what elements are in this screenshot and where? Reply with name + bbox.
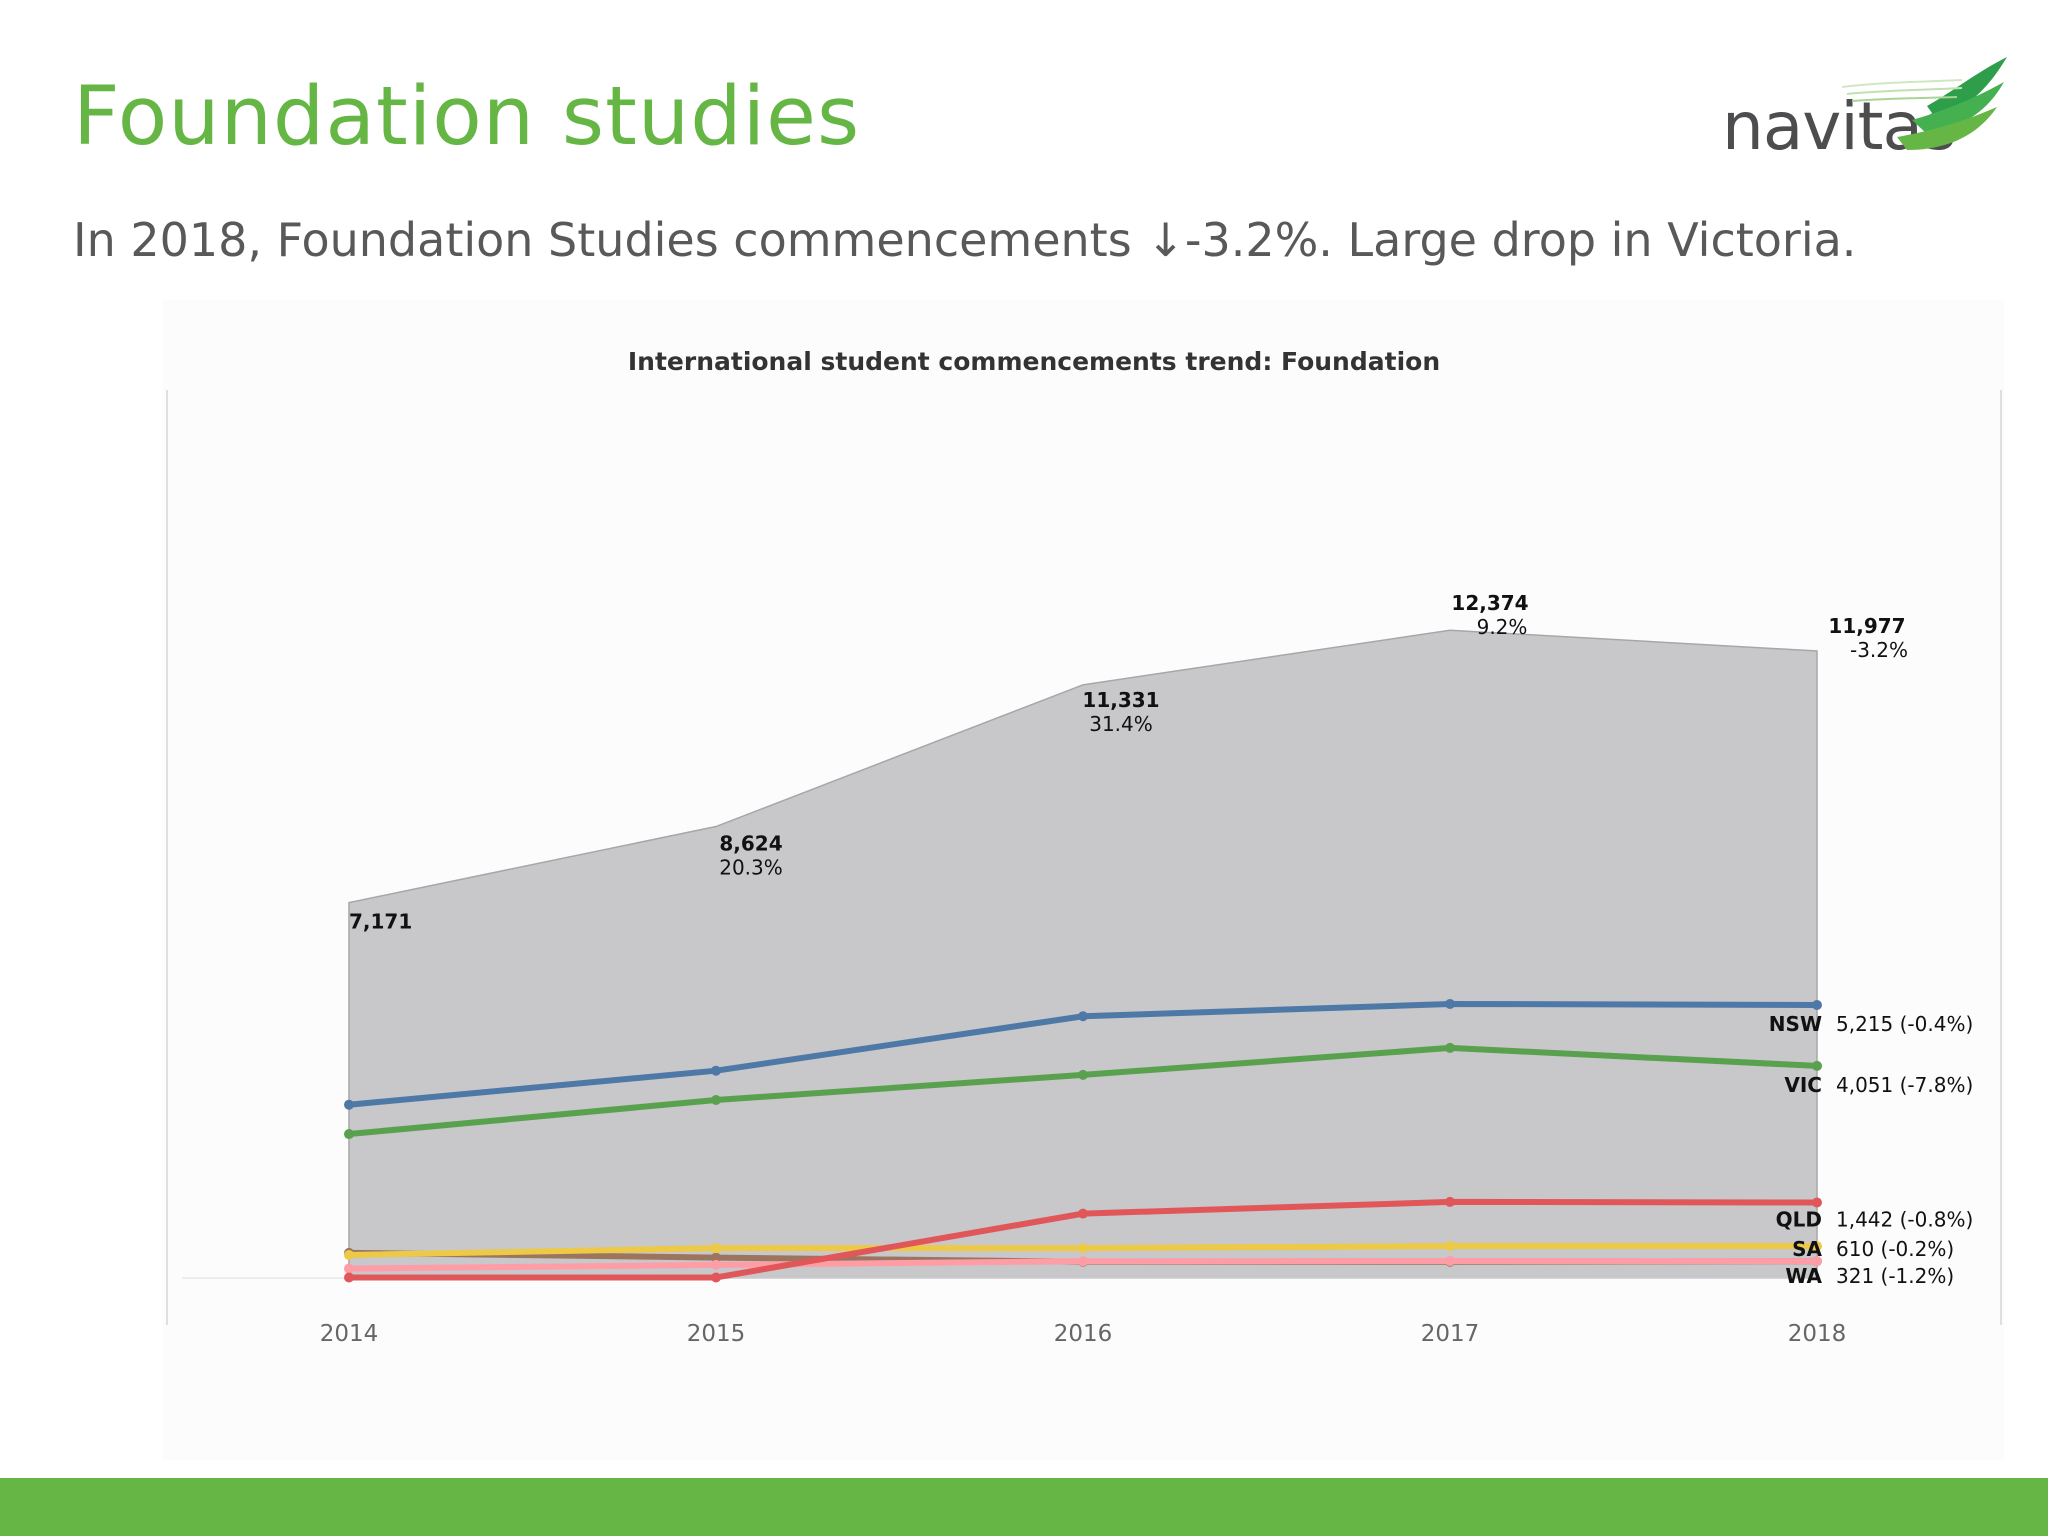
series-end-name-nsw: NSW <box>1769 1012 1822 1036</box>
series-point-nsw <box>711 1065 721 1076</box>
series-end-value-vic: 4,051 (-7.8%) <box>1836 1073 1973 1097</box>
series-end-value-wa: 321 (-1.2%) <box>1836 1264 1954 1288</box>
total-growth-label: 20.3% <box>719 856 783 880</box>
series-point-sa <box>1078 1243 1088 1254</box>
series-point-nsw <box>344 1099 354 1110</box>
x-tick-label: 2015 <box>687 1321 746 1347</box>
series-point-vic <box>711 1095 721 1106</box>
x-tick-label: 2014 <box>320 1321 379 1347</box>
commencements-chart: International student commencements tren… <box>166 347 2002 1347</box>
series-point-wa <box>1078 1256 1088 1267</box>
total-value-label: 11,977 <box>1828 614 1905 638</box>
x-tick-label: 2018 <box>1788 1321 1847 1347</box>
total-growth-label: 31.4% <box>1089 712 1153 736</box>
series-point-qld <box>1812 1197 1822 1208</box>
series-point-vic <box>344 1129 354 1140</box>
series-point-wa <box>711 1259 721 1270</box>
series-point-brown_series <box>711 1252 721 1263</box>
total-value-label: 11,331 <box>1082 688 1159 712</box>
series-point-qld <box>711 1272 721 1283</box>
series-point-vic <box>1812 1060 1822 1071</box>
series-point-nsw <box>1078 1011 1088 1022</box>
series-point-sa <box>1445 1241 1455 1252</box>
x-tick-label: 2016 <box>1054 1321 1113 1347</box>
footer-bar <box>0 1478 2048 1536</box>
x-tick-label: 2017 <box>1421 1321 1480 1347</box>
total-growth-label: -3.2% <box>1850 638 1908 662</box>
series-point-vic <box>1445 1042 1455 1053</box>
slide-title: Foundation studies <box>73 70 861 164</box>
series-end-name-sa: SA <box>1792 1237 1822 1261</box>
series-point-wa <box>1445 1255 1455 1266</box>
series-point-sa <box>1812 1241 1822 1252</box>
total-value-label: 12,374 <box>1451 591 1528 615</box>
series-point-qld <box>1078 1208 1088 1219</box>
logo-text: navitas <box>1722 88 1956 165</box>
series-point-nsw <box>1812 999 1822 1010</box>
series-point-qld <box>344 1272 354 1283</box>
navitas-logo: navitas <box>1722 52 2012 165</box>
total-commencements-area <box>348 629 1818 1279</box>
series-point-wa <box>344 1263 354 1274</box>
total-value-label: 8,624 <box>719 832 782 856</box>
logo-wing-icon <box>1841 57 2007 150</box>
series-end-name-qld: QLD <box>1776 1208 1822 1232</box>
series-end-name-wa: WA <box>1785 1264 1822 1288</box>
total-value-label: 7,171 <box>349 910 412 934</box>
series-point-sa <box>711 1243 721 1254</box>
series-end-value-nsw: 5,215 (-0.4%) <box>1836 1012 1973 1036</box>
series-end-value-sa: 610 (-0.2%) <box>1836 1237 1954 1261</box>
series-point-qld <box>1445 1196 1455 1207</box>
series-point-sa <box>344 1249 354 1260</box>
slide-subtitle: In 2018, Foundation Studies commencement… <box>73 213 1857 267</box>
series-point-vic <box>1078 1069 1088 1080</box>
chart-container: International student commencements tren… <box>162 300 2004 1460</box>
series-point-nsw <box>1445 998 1455 1009</box>
chart-title: International student commencements tren… <box>628 347 1440 376</box>
series-end-value-qld: 1,442 (-0.8%) <box>1836 1208 1973 1232</box>
series-end-name-vic: VIC <box>1784 1073 1822 1097</box>
total-growth-label: 9.2% <box>1477 615 1528 639</box>
series-point-wa <box>1812 1256 1822 1267</box>
